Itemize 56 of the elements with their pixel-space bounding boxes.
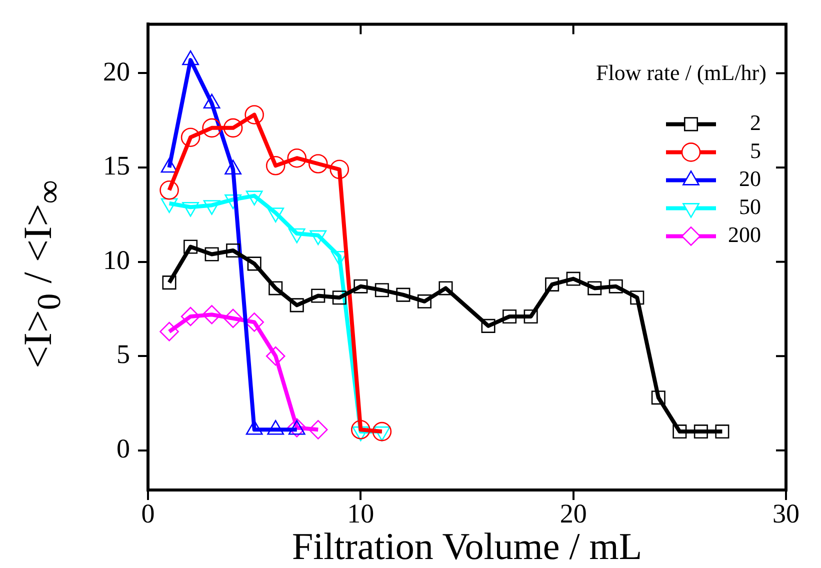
- point: [247, 256, 262, 271]
- legend-label: 2: [750, 110, 761, 135]
- point: [694, 424, 708, 439]
- point: [244, 105, 264, 124]
- point: [372, 422, 392, 442]
- point: [226, 243, 240, 258]
- point: [630, 290, 644, 305]
- point: [308, 420, 328, 440]
- y-tick-label: 20: [103, 56, 130, 86]
- y-tick-label: 10: [103, 244, 130, 275]
- point: [290, 298, 304, 312]
- point: [268, 281, 283, 296]
- point: [180, 128, 200, 147]
- point: [588, 281, 602, 296]
- point: [330, 160, 350, 180]
- legend-label: 200: [728, 222, 761, 247]
- point: [223, 118, 243, 138]
- point: [332, 290, 346, 305]
- point: [287, 148, 307, 168]
- point: [311, 288, 326, 303]
- point: [202, 304, 222, 324]
- point: [715, 424, 730, 439]
- point: [351, 420, 370, 440]
- point: [566, 272, 580, 286]
- point: [180, 306, 200, 326]
- x-tick-label: 0: [141, 498, 155, 529]
- point: [184, 240, 198, 254]
- legend-label: 50: [739, 194, 761, 219]
- point: [417, 294, 432, 308]
- point: [204, 247, 219, 262]
- point: [354, 279, 368, 294]
- point: [162, 276, 176, 290]
- point: [202, 118, 222, 138]
- point: [608, 279, 623, 294]
- point: [438, 281, 453, 296]
- point: [308, 154, 328, 174]
- y-tick-label: 5: [116, 339, 130, 370]
- y-tick-label: 15: [103, 150, 130, 181]
- point: [651, 390, 666, 405]
- point: [672, 424, 687, 439]
- point: [374, 283, 389, 298]
- point: [266, 346, 286, 366]
- y-tick-label: 0: [116, 433, 130, 464]
- point: [266, 156, 286, 176]
- point: [524, 309, 538, 324]
- point: [481, 318, 496, 333]
- point: [396, 288, 410, 302]
- x-tick-label: 30: [772, 498, 800, 529]
- legend-title: Flow rate / (mL/hr): [596, 60, 766, 85]
- legend-label: 5: [750, 138, 761, 163]
- legend-label: 20: [739, 166, 761, 191]
- point: [223, 308, 243, 328]
- point: [545, 277, 560, 292]
- point: [160, 180, 179, 200]
- point: [502, 309, 517, 324]
- point: [160, 322, 179, 342]
